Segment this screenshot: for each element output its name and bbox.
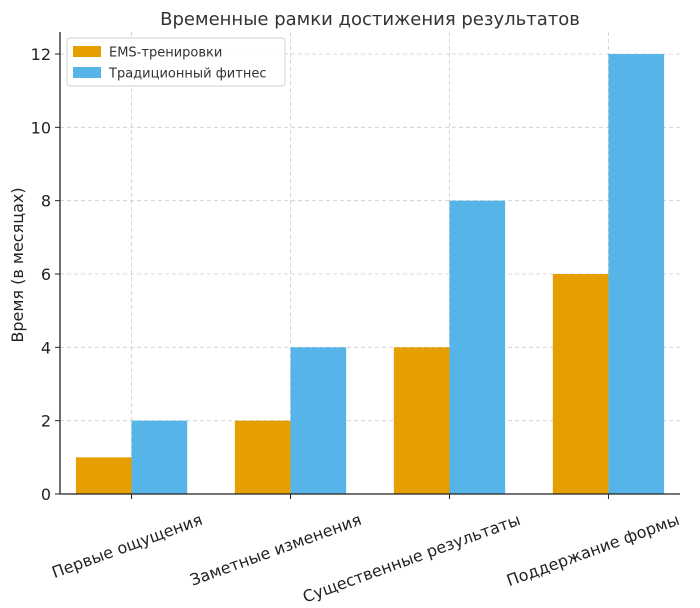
bar-ems-3 xyxy=(393,347,450,494)
bar-traditional-4 xyxy=(608,54,665,494)
x-tick-label: Поддержание формы xyxy=(504,510,682,590)
y-ticks: 0 2 4 6 8 10 12 xyxy=(31,45,609,504)
y-tick-label: 8 xyxy=(41,192,51,211)
y-tick-label: 4 xyxy=(41,338,51,357)
legend: EMS-тренировки Традиционный фитнес xyxy=(66,37,286,87)
bar-traditional-3 xyxy=(449,200,506,494)
y-tick-label: 0 xyxy=(41,485,51,504)
bar-ems-4 xyxy=(552,274,609,494)
chart-title: Временные рамки достижения результатов xyxy=(160,9,580,30)
legend-box xyxy=(66,37,286,87)
bar-ems-1 xyxy=(75,457,132,494)
y-tick-label: 12 xyxy=(31,45,51,64)
legend-label: Традиционный фитнес xyxy=(108,67,266,82)
bars xyxy=(75,54,665,494)
y-tick-label: 6 xyxy=(41,265,51,284)
x-tick-label: Первые ощущения xyxy=(49,510,205,582)
y-tick-label: 2 xyxy=(41,412,51,431)
y-axis-label: Время (в месяцах) xyxy=(8,187,27,342)
bar-traditional-1 xyxy=(131,420,188,494)
y-tick-label: 10 xyxy=(31,118,51,137)
bar-traditional-2 xyxy=(290,347,347,494)
axes xyxy=(59,32,680,495)
legend-swatch xyxy=(73,46,101,57)
legend-swatch xyxy=(73,67,101,78)
bar-ems-2 xyxy=(234,420,291,494)
legend-label: EMS-тренировки xyxy=(109,46,222,61)
